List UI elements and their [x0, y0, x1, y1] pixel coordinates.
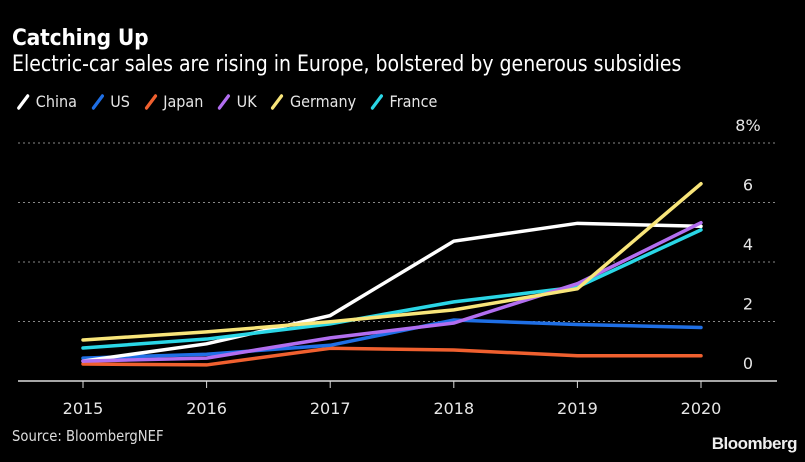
- series-line-germany: [81, 182, 703, 342]
- x-axis: 2015 2016 2017 2018 2019 2020: [18, 380, 777, 418]
- x-tick-label: 2017: [310, 399, 351, 418]
- legend-label-china: China: [35, 92, 77, 111]
- x-tick-label: 2015: [63, 399, 104, 418]
- series-lines: [81, 182, 703, 367]
- legend-swatch-france: [370, 93, 383, 110]
- legend: China US Japan UK Germany France: [16, 92, 451, 111]
- series-line-japan: [81, 346, 703, 367]
- legend-swatch-china: [17, 93, 30, 110]
- y-tick-label: 0: [743, 354, 753, 373]
- legend-label-france: France: [389, 92, 438, 111]
- x-tick-label: 2018: [433, 399, 474, 418]
- legend-swatch-japan: [144, 93, 157, 110]
- series-line-china: [81, 221, 703, 363]
- legend-label-japan: Japan: [163, 92, 204, 111]
- bloomberg-logo: Bloomberg: [711, 434, 798, 453]
- y-axis-labels: 0 2 4 6 8%: [735, 116, 760, 373]
- y-tick-label: 2: [743, 295, 753, 314]
- y-tick-label: 6: [743, 176, 753, 195]
- chart-title: Catching Up: [12, 26, 149, 51]
- legend-item-france: France: [370, 92, 438, 111]
- legend-item-china: China: [16, 92, 77, 111]
- x-tick-label: 2019: [557, 399, 598, 418]
- x-tick-label: 2020: [681, 399, 722, 418]
- legend-label-us: US: [110, 92, 130, 111]
- legend-item-germany: Germany: [270, 92, 356, 111]
- chart-subtitle: Electric-car sales are rising in Europe,…: [12, 52, 682, 77]
- legend-item-japan: Japan: [143, 92, 203, 111]
- legend-swatch-germany: [271, 93, 284, 110]
- legend-item-us: US: [90, 92, 130, 111]
- gridlines: [18, 142, 777, 322]
- y-tick-label: 4: [743, 235, 753, 254]
- x-tick-label: 2016: [186, 399, 227, 418]
- source-note: Source: BloombergNEF: [12, 427, 164, 445]
- legend-swatch-us: [91, 93, 104, 110]
- legend-swatch-uk: [218, 93, 231, 110]
- y-tick-label: 8%: [735, 116, 760, 135]
- legend-item-uk: UK: [217, 92, 257, 111]
- series-line-us: [81, 318, 703, 360]
- legend-label-germany: Germany: [289, 92, 357, 111]
- legend-label-uk: UK: [236, 92, 257, 111]
- series-line-france: [81, 228, 703, 350]
